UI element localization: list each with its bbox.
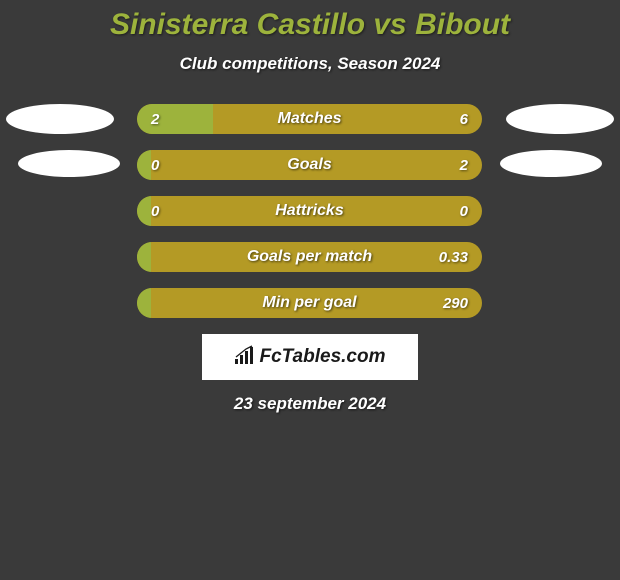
player-right-ellipse (506, 104, 614, 134)
chart-icon (234, 345, 256, 370)
bar-label: Goals per match (137, 242, 482, 272)
bar-label: Hattricks (137, 196, 482, 226)
bar-label: Goals (137, 150, 482, 180)
player-left-ellipse (6, 104, 114, 134)
left-value: 2 (151, 104, 159, 134)
logo-text: FcTables.com (259, 346, 385, 368)
page-title: Sinisterra Castillo vs Bibout (0, 8, 620, 42)
bar-track: 0 0 Hattricks (137, 196, 482, 226)
bar-track: 0.33 Goals per match (137, 242, 482, 272)
row-matches: 2 6 Matches (0, 104, 620, 134)
logo-content: FcTables.com (234, 345, 385, 370)
player-right-ellipse (500, 150, 602, 177)
bar-fill (137, 242, 151, 272)
bar-fill (137, 150, 151, 180)
right-value: 0 (460, 196, 468, 226)
row-goals-per-match: 0.33 Goals per match (0, 242, 620, 272)
left-value: 0 (151, 196, 159, 226)
bar-fill (137, 196, 151, 226)
subtitle: Club competitions, Season 2024 (0, 54, 620, 74)
comparison-chart: 2 6 Matches 0 2 Goals 0 0 Hattricks (0, 104, 620, 318)
bar-label: Min per goal (137, 288, 482, 318)
bar-track: 2 6 Matches (137, 104, 482, 134)
bar-track: 290 Min per goal (137, 288, 482, 318)
bar-track: 0 2 Goals (137, 150, 482, 180)
logo-box: FcTables.com (202, 334, 418, 380)
right-value: 0.33 (439, 242, 468, 272)
left-value: 0 (151, 150, 159, 180)
date-label: 23 september 2024 (0, 394, 620, 414)
main-container: Sinisterra Castillo vs Bibout Club compe… (0, 0, 620, 414)
right-value: 6 (460, 104, 468, 134)
bar-fill (137, 104, 213, 134)
row-min-per-goal: 290 Min per goal (0, 288, 620, 318)
row-goals: 0 2 Goals (0, 150, 620, 180)
right-value: 290 (443, 288, 468, 318)
right-value: 2 (460, 150, 468, 180)
player-left-ellipse (18, 150, 120, 177)
bar-fill (137, 288, 151, 318)
row-hattricks: 0 0 Hattricks (0, 196, 620, 226)
